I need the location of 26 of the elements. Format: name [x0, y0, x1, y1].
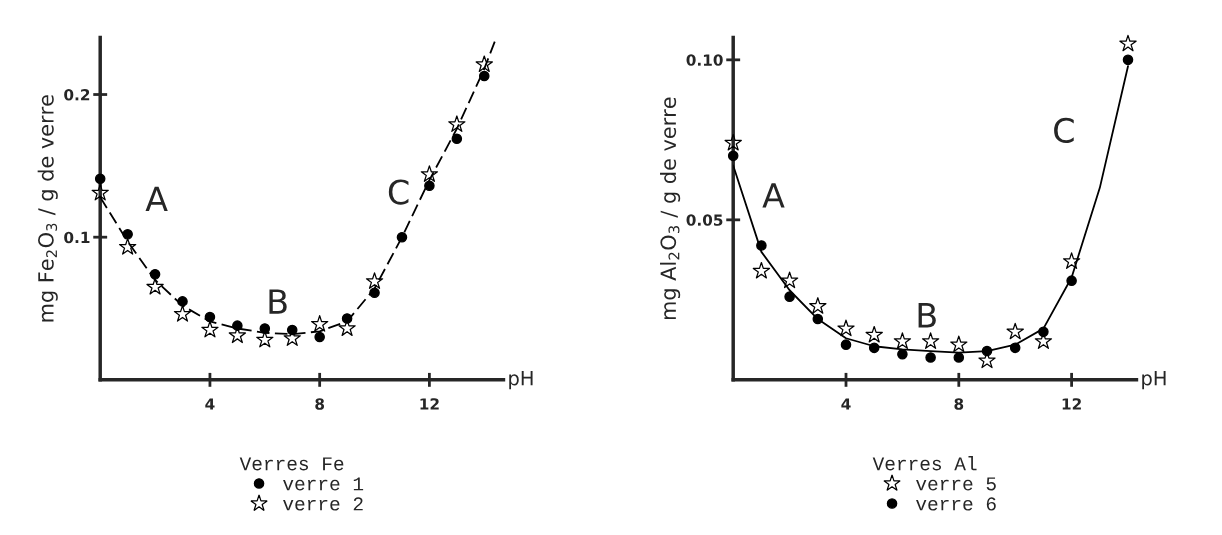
annotation: B	[269, 289, 287, 314]
legend-label: verre 5	[916, 477, 996, 491]
legend-title: Verres Al	[872, 456, 977, 471]
x-tick-label: 8	[954, 398, 964, 410]
x-tick-label: 12	[1062, 398, 1081, 410]
y-tick-label: 0.10	[686, 54, 723, 66]
y-tick-label: 0.2	[64, 88, 90, 101]
legend-label: verre 6	[916, 497, 996, 511]
x-tick-label: 4	[205, 398, 215, 410]
annotation: C	[388, 179, 409, 205]
annotation: A	[145, 186, 168, 211]
y-tick-label: 0.05	[686, 214, 723, 226]
legend-label: verre 1	[283, 477, 364, 491]
x-tick-label: 4	[841, 398, 851, 410]
x-tick-label: 12	[420, 398, 439, 410]
legend-title: Verres Fe	[239, 457, 344, 471]
x-axis-title: pH	[509, 371, 533, 390]
y-axis-title: mg Fe$_{2}$O$_{3}$ / g de verre	[37, 95, 58, 322]
x-tick-label: 8	[315, 398, 325, 410]
annotation: A	[762, 183, 785, 208]
y-tick-label: 0.1	[64, 231, 90, 244]
annotation: C	[1054, 117, 1074, 143]
annotation: B	[918, 303, 936, 328]
legend-label: verre 2	[283, 497, 363, 511]
y-axis-title: mg Al$_{2}$O$_{3}$ / g de verre	[660, 97, 681, 320]
x-axis-title: pH	[1142, 371, 1166, 390]
